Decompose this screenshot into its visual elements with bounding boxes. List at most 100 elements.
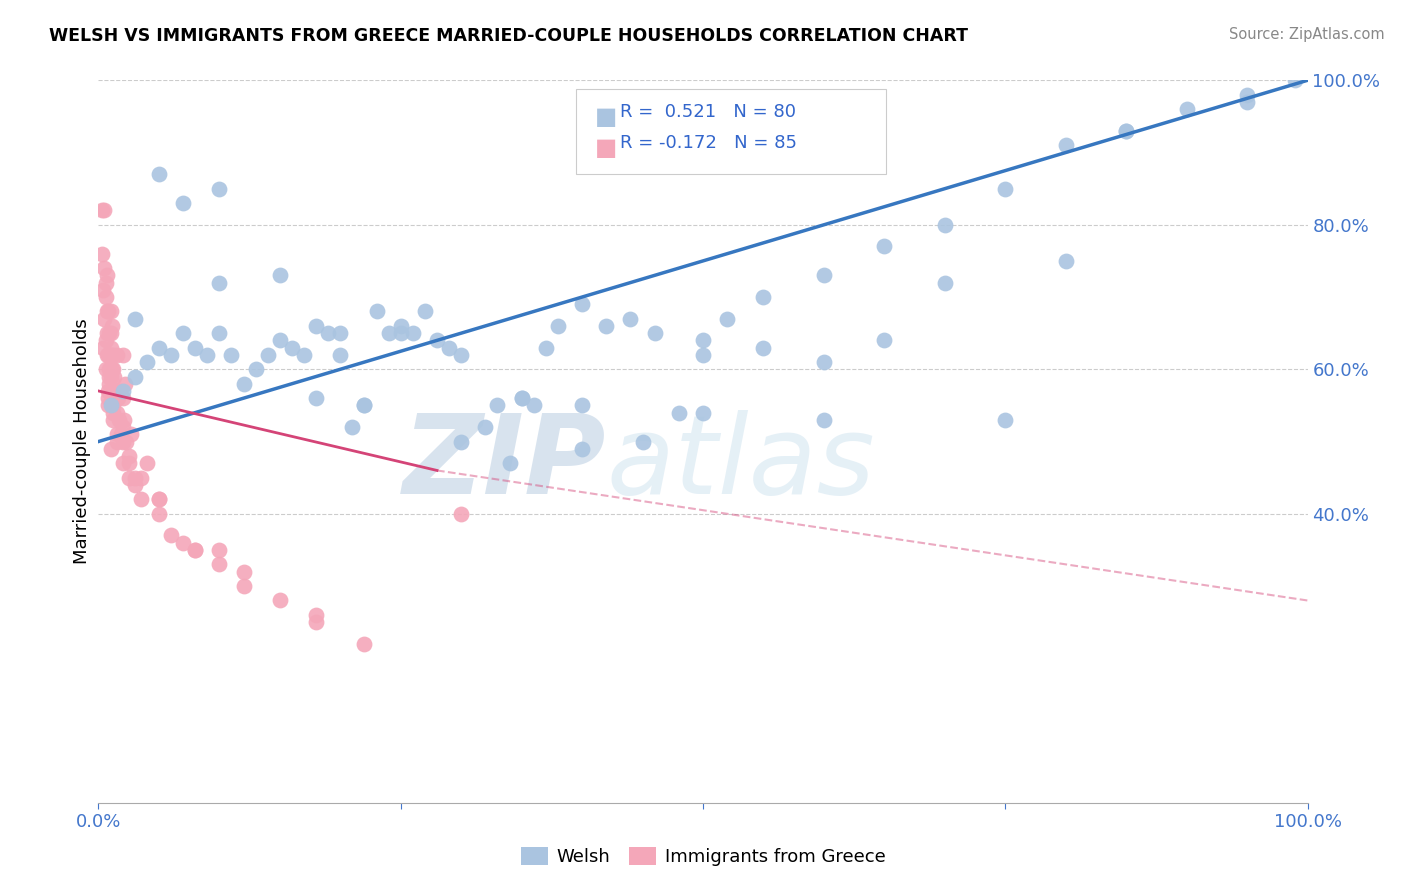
Point	[124, 369, 146, 384]
Point	[129, 471, 152, 485]
Point	[101, 406, 124, 420]
Point	[437, 341, 460, 355]
Point	[426, 334, 449, 348]
Point	[105, 348, 128, 362]
Point	[389, 318, 412, 333]
Point	[305, 607, 328, 622]
Point	[108, 413, 131, 427]
Point	[118, 456, 141, 470]
Point	[96, 348, 118, 362]
Point	[450, 434, 472, 449]
Point	[571, 297, 593, 311]
Point	[269, 334, 291, 348]
Point	[105, 434, 128, 449]
Point	[208, 558, 231, 572]
Point	[329, 348, 352, 362]
Point	[91, 341, 114, 355]
Point	[100, 362, 122, 376]
Point	[107, 391, 129, 405]
Point	[94, 334, 117, 348]
Point	[148, 492, 170, 507]
Point	[129, 492, 152, 507]
Point	[124, 311, 146, 326]
Text: ZIP: ZIP	[402, 409, 606, 516]
Point	[256, 348, 278, 362]
Point	[97, 398, 120, 412]
Point	[208, 326, 231, 341]
Point	[105, 406, 128, 420]
Point	[692, 406, 714, 420]
Point	[111, 420, 134, 434]
Point	[1054, 253, 1077, 268]
Point	[934, 218, 956, 232]
Point	[101, 362, 124, 376]
Point	[91, 283, 114, 297]
Point	[105, 384, 128, 398]
Point	[97, 391, 120, 405]
Point	[148, 492, 170, 507]
Point	[101, 348, 124, 362]
Point	[97, 348, 120, 362]
Point	[486, 398, 509, 412]
Point	[101, 413, 124, 427]
Point	[100, 304, 122, 318]
Point	[208, 542, 231, 557]
Point	[450, 507, 472, 521]
Text: atlas: atlas	[606, 409, 875, 516]
Point	[752, 290, 775, 304]
Text: WELSH VS IMMIGRANTS FROM GREECE MARRIED-COUPLE HOUSEHOLDS CORRELATION CHART: WELSH VS IMMIGRANTS FROM GREECE MARRIED-…	[49, 27, 969, 45]
Point	[93, 203, 115, 218]
Point	[245, 362, 267, 376]
Point	[329, 326, 352, 341]
Point	[232, 579, 254, 593]
Point	[160, 348, 183, 362]
Point	[96, 326, 118, 341]
Point	[353, 398, 375, 412]
Point	[644, 326, 666, 341]
Point	[93, 261, 115, 276]
Text: Source: ZipAtlas.com: Source: ZipAtlas.com	[1229, 27, 1385, 42]
Point	[100, 318, 122, 333]
Point	[184, 542, 207, 557]
Point	[1054, 138, 1077, 153]
Point	[118, 449, 141, 463]
Point	[105, 427, 128, 442]
Point	[619, 311, 641, 326]
Point	[115, 434, 138, 449]
Point	[100, 369, 122, 384]
Point	[98, 362, 121, 376]
Point	[716, 311, 738, 326]
Point	[450, 348, 472, 362]
Text: R = -0.172   N = 85: R = -0.172 N = 85	[620, 134, 797, 152]
Point	[110, 427, 132, 442]
Point	[281, 341, 304, 355]
Point	[160, 528, 183, 542]
Point	[96, 304, 118, 318]
Point	[184, 341, 207, 355]
Point	[269, 268, 291, 283]
Point	[101, 398, 124, 412]
Point	[1175, 102, 1198, 116]
Point	[111, 391, 134, 405]
Point	[91, 203, 114, 218]
Point	[112, 413, 135, 427]
Point	[100, 341, 122, 355]
Point	[111, 348, 134, 362]
Point	[208, 182, 231, 196]
Text: ■: ■	[595, 105, 617, 129]
Point	[98, 326, 121, 341]
Point	[305, 318, 328, 333]
Point	[316, 326, 339, 341]
Point	[111, 384, 134, 398]
Point	[523, 398, 546, 412]
Point	[195, 348, 218, 362]
Point	[571, 442, 593, 456]
Point	[148, 507, 170, 521]
Point	[111, 434, 134, 449]
Point	[103, 391, 125, 405]
Point	[108, 384, 131, 398]
Point	[994, 182, 1017, 196]
Point	[98, 376, 121, 391]
Point	[97, 384, 120, 398]
Point	[94, 290, 117, 304]
